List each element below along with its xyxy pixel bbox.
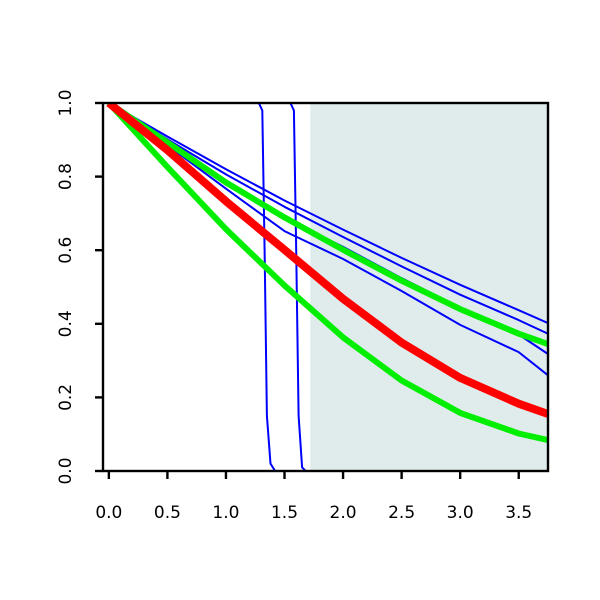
x-tick-label: 3.0 (447, 503, 474, 523)
x-axis: 0.0 0.5 1.0 1.5 2.0 2.5 3.0 3.5 (95, 471, 532, 523)
x-tick-label: 3.5 (505, 503, 532, 523)
series-blue-line-1 (108, 103, 548, 377)
y-tick-label: 1.0 (56, 89, 76, 116)
x-tick-label: 0.0 (95, 503, 122, 523)
x-tick-label: 2.0 (330, 503, 357, 523)
x-tick-label: 1.0 (212, 503, 239, 523)
y-tick-label: 0.6 (56, 237, 76, 264)
x-tick-label: 1.5 (271, 503, 298, 523)
series-red-line-10 (106, 103, 548, 418)
y-tick-label: 0.4 (56, 310, 76, 337)
series-blue-line-4 (108, 103, 548, 325)
x-tick-label: 0.5 (154, 503, 181, 523)
y-axis: 0.0 0.2 0.4 0.6 0.8 1.0 (56, 89, 103, 485)
plot-frame (101, 101, 550, 473)
y-tick-label: 0.8 (56, 163, 76, 190)
series-green-line-8 (107, 103, 548, 347)
y-tick-label: 0.0 (56, 457, 76, 484)
x-tick-label: 2.5 (388, 503, 415, 523)
y-tick-label: 0.2 (56, 384, 76, 411)
shaded-region (310, 103, 548, 471)
series-layer (103, 103, 548, 471)
series-green-line-9 (106, 103, 548, 444)
series-blue-line-3 (108, 103, 548, 335)
series-blue-line-6 (103, 103, 548, 471)
